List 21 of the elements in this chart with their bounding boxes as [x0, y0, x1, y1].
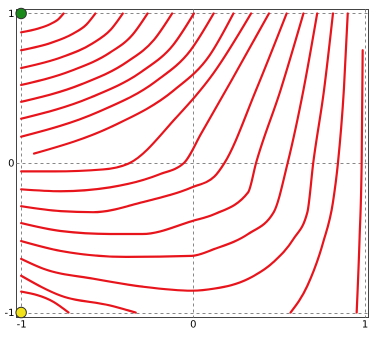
line-series — [20, 12, 195, 120]
y-tick-label: -1 — [4, 308, 14, 320]
line-series — [20, 12, 149, 86]
line-series — [20, 12, 65, 34]
line-series — [20, 12, 334, 292]
y-tick-label: 1 — [8, 8, 14, 20]
line-series — [20, 12, 252, 172]
line-series — [356, 49, 364, 314]
x-tick-label: -1 — [16, 320, 27, 330]
y-tick-label: 0 — [8, 158, 14, 170]
line-series — [20, 12, 124, 70]
line-series — [20, 12, 96, 52]
x-tick-label: 0 — [190, 320, 197, 330]
line-series — [32, 12, 234, 155]
x-tick-label: 1 — [362, 320, 368, 330]
line-series — [20, 12, 288, 214]
line-series — [20, 12, 174, 103]
line-series — [20, 274, 137, 314]
line-series — [289, 12, 349, 314]
line-series — [20, 12, 270, 192]
line-series — [20, 12, 215, 138]
